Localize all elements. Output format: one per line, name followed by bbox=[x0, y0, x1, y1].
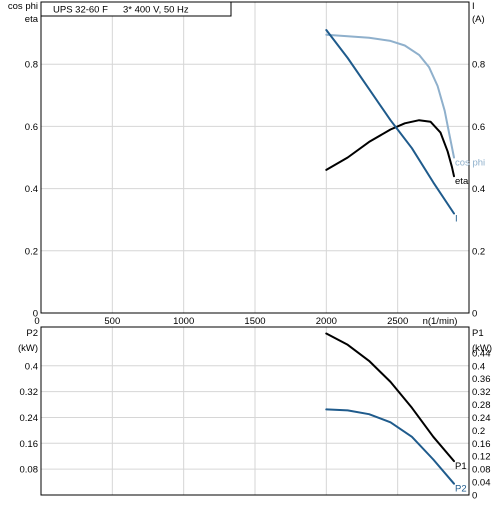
top-tick-labels: 0 500 1000 1500 2000 2500 0 0.2 0.4 0.6 0.8 0 0.2 0.4… bbox=[25, 60, 485, 327]
x-tick-label: 2500 bbox=[387, 316, 408, 327]
x-tick-label: 0 bbox=[34, 316, 39, 327]
y-left-tick-label: 0.2 bbox=[25, 246, 38, 257]
y-left-tick-label: 0.4 bbox=[25, 361, 38, 372]
y-right-tick-label: 0.16 bbox=[472, 439, 491, 450]
y-right-tick-label: 0 bbox=[472, 309, 477, 320]
y-right-tick-label: 0.8 bbox=[472, 60, 485, 71]
y-right-tick-label: 0.08 bbox=[472, 465, 491, 476]
y-right-tick-label: 0.12 bbox=[472, 452, 491, 463]
series-label-i: I bbox=[455, 213, 458, 224]
series-line-eta bbox=[325, 119, 455, 178]
bottom-tick-labels: 0.08 0.16 0.24 0.32 0.4 0 0.04 0.08 0.12 0.16 0.2 0… bbox=[20, 348, 491, 501]
y-left-tick-label: 0.24 bbox=[20, 413, 39, 424]
top-series: cos phi eta I bbox=[325, 29, 485, 224]
x-tick-label: 1000 bbox=[173, 316, 194, 327]
top-grid bbox=[40, 2, 470, 314]
y-left-tick-label: 0 bbox=[33, 309, 38, 320]
y-left-tick-label: 0.32 bbox=[20, 387, 39, 398]
y-right-tick-label: 0.32 bbox=[472, 387, 491, 398]
y-right-tick-label: 0.2 bbox=[472, 246, 485, 257]
bottom-grid bbox=[40, 327, 470, 495]
x-tick-label: 500 bbox=[104, 316, 120, 327]
top-x-axis-label: n(1/min) bbox=[423, 316, 458, 327]
series-label-eta: eta bbox=[455, 176, 469, 187]
y-right-tick-label: 0.24 bbox=[472, 413, 491, 424]
x-tick-label: 1500 bbox=[244, 316, 265, 327]
y-right-tick-label: 0.4 bbox=[472, 184, 485, 195]
series-label-p2: P2 bbox=[455, 484, 467, 495]
bottom-series: P1 P2 bbox=[325, 332, 467, 495]
bottom-right-axis-label-2: (kW) bbox=[472, 343, 492, 354]
top-plot-frame bbox=[40, 1, 470, 314]
y-right-tick-label: 0.6 bbox=[472, 122, 485, 133]
y-left-tick-label: 0.4 bbox=[25, 184, 38, 195]
series-line-p2 bbox=[325, 408, 455, 485]
top-left-axis-label-2: eta bbox=[25, 14, 39, 25]
y-left-tick-label: 0.08 bbox=[20, 465, 39, 476]
top-left-axis-label-1: cos phi bbox=[8, 1, 38, 12]
bottom-left-axis-label-2: (kW) bbox=[18, 343, 38, 354]
y-right-tick-label: 0.44 bbox=[472, 348, 491, 359]
top-right-axis-label-2: (A) bbox=[472, 14, 485, 25]
y-right-tick-label: 0.04 bbox=[472, 478, 491, 489]
header-box bbox=[40, 1, 232, 17]
y-right-tick-label: 0.2 bbox=[472, 426, 485, 437]
header-model: UPS 32-60 F bbox=[53, 5, 108, 16]
top-right-axis-label-1: I bbox=[472, 1, 475, 12]
series-line-i bbox=[325, 29, 455, 215]
series-label-cos-phi: cos phi bbox=[455, 158, 485, 169]
y-right-tick-label: 0.36 bbox=[472, 374, 491, 385]
series-line-cos-phi bbox=[325, 33, 455, 159]
series-line-p1 bbox=[325, 332, 455, 463]
y-right-tick-label: 0 bbox=[472, 491, 477, 501]
bottom-left-axis-label-1: P2 bbox=[26, 328, 38, 339]
y-right-tick-label: 0.28 bbox=[472, 400, 491, 411]
y-right-tick-label: 0.4 bbox=[472, 361, 485, 372]
y-left-tick-label: 0.16 bbox=[20, 439, 39, 450]
series-label-p1: P1 bbox=[455, 461, 467, 472]
bottom-right-axis-label-1: P1 bbox=[472, 328, 484, 339]
bottom-plot-frame bbox=[40, 326, 470, 496]
y-left-tick-label: 0.6 bbox=[25, 122, 38, 133]
y-left-tick-label: 0.8 bbox=[25, 60, 38, 71]
x-tick-label: 2000 bbox=[316, 316, 337, 327]
header-supply: 3* 400 V, 50 Hz bbox=[123, 5, 189, 16]
